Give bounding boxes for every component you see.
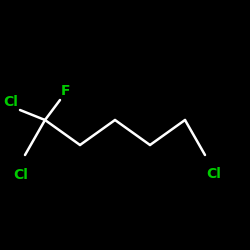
Text: Cl: Cl xyxy=(206,167,221,181)
Text: Cl: Cl xyxy=(4,96,18,110)
Text: Cl: Cl xyxy=(14,168,28,182)
Text: F: F xyxy=(61,84,71,98)
